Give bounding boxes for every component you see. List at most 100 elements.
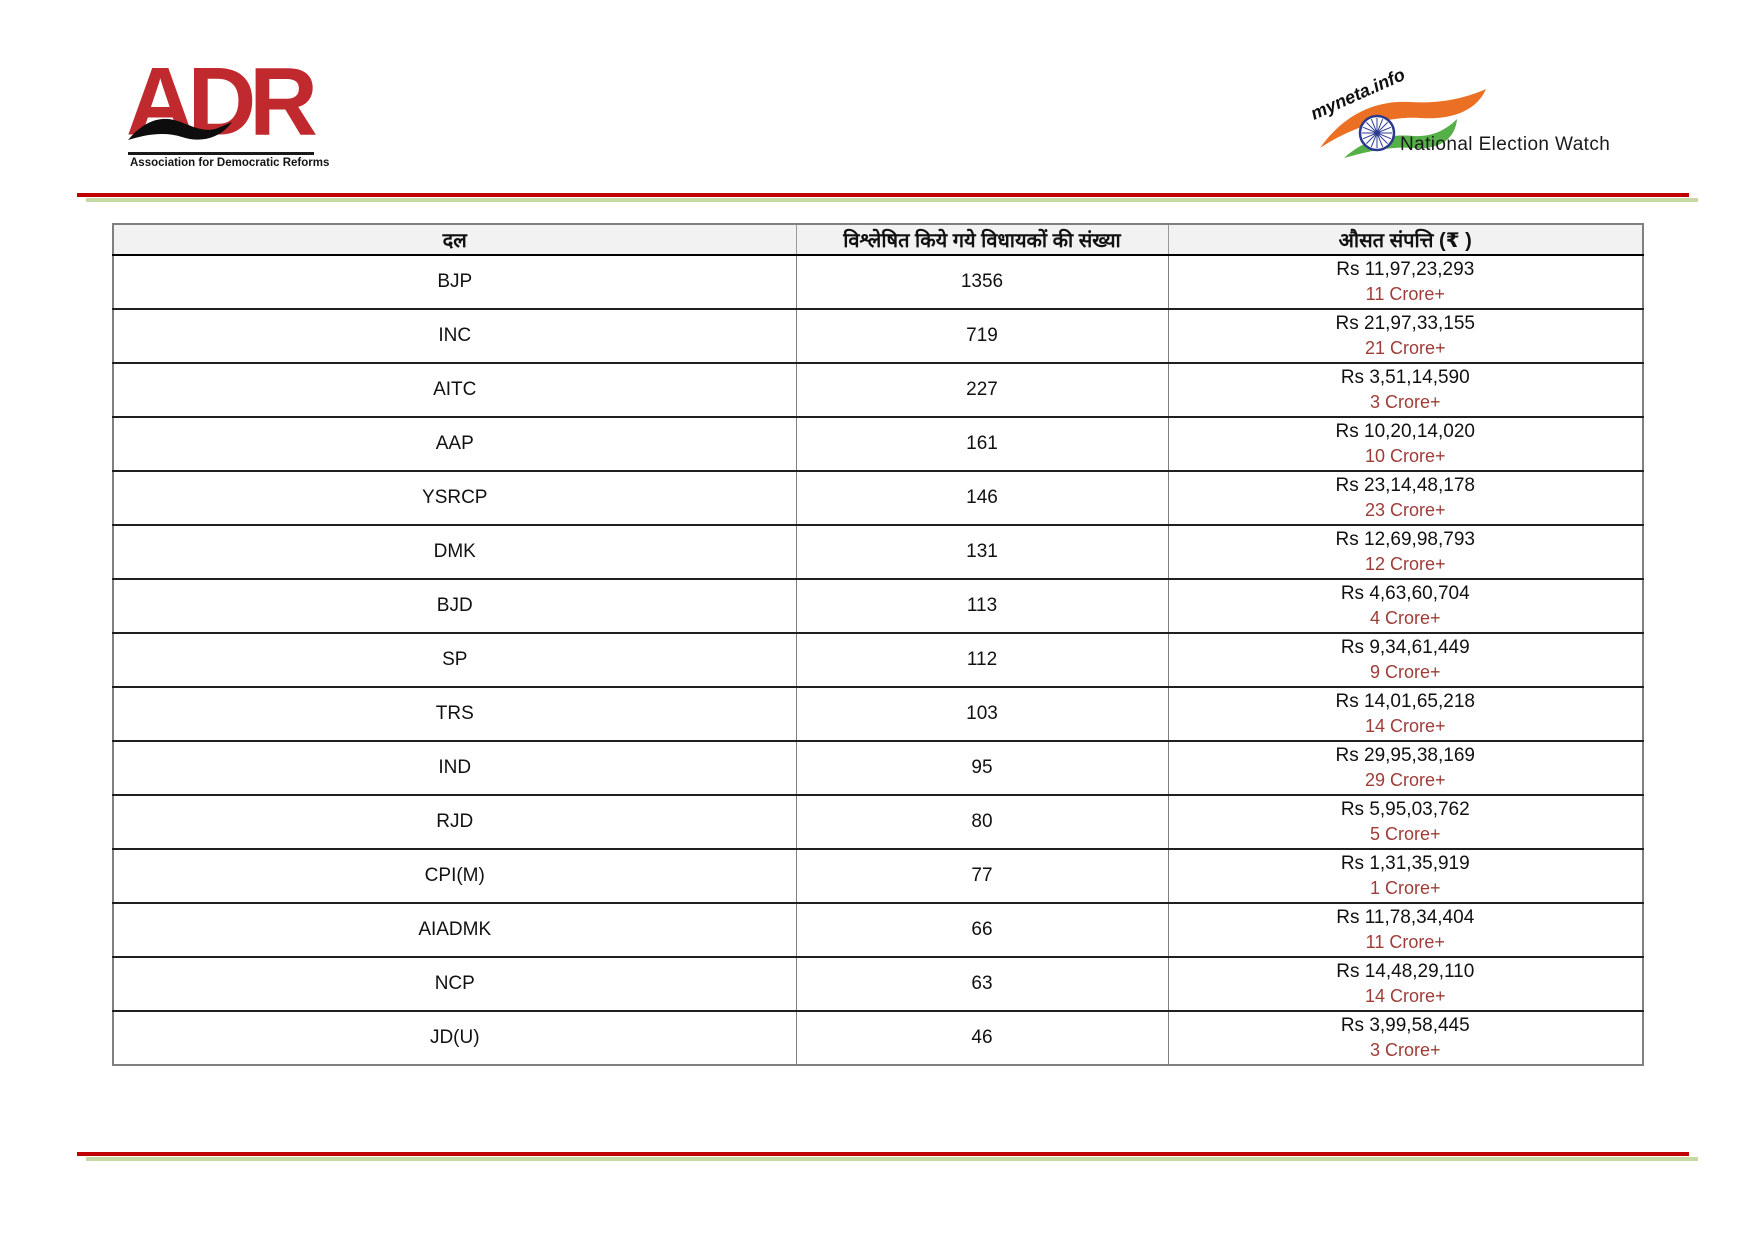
myneta-orange-swoosh [1320,89,1486,148]
party-cell: YSRCP [112,470,797,525]
assets-cell: Rs 3,99,58,445 3 Crore+ [1167,1010,1644,1065]
adr-logo-text: ADR [126,47,318,157]
adr-swoosh-icon [128,118,232,140]
table-row: INC 719 Rs 21,97,33,155 21 Crore+ [112,308,1644,363]
crore-label: 23 Crore+ [1364,499,1446,520]
column-header-avg-assets: औसत संपत्ति (₹ ) [1167,223,1644,256]
avg-assets-value: Rs 4,63,60,704 [1340,582,1470,604]
table-row: AITC 227 Rs 3,51,14,590 3 Crore+ [112,362,1644,417]
avg-assets-value: Rs 11,97,23,293 [1336,258,1475,280]
avg-assets-value: Rs 11,78,34,404 [1336,906,1475,928]
ashoka-chakra-icon [1358,114,1396,152]
mla-count-cell: 161 [795,416,1169,471]
assets-cell: Rs 11,78,34,404 11 Crore+ [1167,902,1644,957]
party-cell: NCP [112,956,797,1011]
assets-cell: Rs 5,95,03,762 5 Crore+ [1167,794,1644,849]
table-row: JD(U) 46 Rs 3,99,58,445 3 Crore+ [112,1010,1644,1065]
party-cell: CPI(M) [112,848,797,903]
table-body: BJP 1356 Rs 11,97,23,293 11 Crore+ INC 7… [112,255,1644,1065]
party-assets-table: दल विश्लेषित किये गये विधायकों की संख्या… [112,223,1644,1066]
crore-label: 11 Crore+ [1365,283,1445,304]
crore-label: 12 Crore+ [1364,553,1446,574]
table-row: RJD 80 Rs 5,95,03,762 5 Crore+ [112,794,1644,849]
assets-cell: Rs 3,51,14,590 3 Crore+ [1167,362,1644,417]
table-row: YSRCP 146 Rs 23,14,48,178 23 Crore+ [112,470,1644,525]
myneta-caption: National Election Watch [1400,134,1611,155]
top-divider-red-line [77,193,1689,197]
crore-label: 1 Crore+ [1369,877,1441,898]
mla-count-cell: 146 [795,470,1169,525]
column-header-party: दल [112,223,797,256]
avg-assets-value: Rs 3,99,58,445 [1340,1014,1470,1036]
crore-label: 9 Crore+ [1369,661,1441,682]
assets-cell: Rs 21,97,33,155 21 Crore+ [1167,308,1644,363]
table-row: TRS 103 Rs 14,01,65,218 14 Crore+ [112,686,1644,741]
bottom-divider-green-line [86,1157,1698,1161]
party-cell: SP [112,632,797,687]
mla-count-cell: 112 [795,632,1169,687]
party-cell: INC [112,308,797,363]
avg-assets-value: Rs 1,31,35,919 [1340,852,1470,874]
assets-cell: Rs 1,31,35,919 1 Crore+ [1167,848,1644,903]
assets-cell: Rs 14,01,65,218 14 Crore+ [1167,686,1644,741]
assets-cell: Rs 14,48,29,110 14 Crore+ [1167,956,1644,1011]
crore-label: 3 Crore+ [1369,1039,1441,1060]
table-row: DMK 131 Rs 12,69,98,793 12 Crore+ [112,524,1644,579]
avg-assets-value: Rs 23,14,48,178 [1335,474,1475,496]
crore-label: 14 Crore+ [1364,985,1446,1006]
mla-count-cell: 46 [795,1010,1169,1065]
party-cell: TRS [112,686,797,741]
bottom-divider-red-line [77,1152,1689,1156]
table-row: BJD 113 Rs 4,63,60,704 4 Crore+ [112,578,1644,633]
party-cell: AIADMK [112,902,797,957]
assets-cell: Rs 10,20,14,020 10 Crore+ [1167,416,1644,471]
table-row: NCP 63 Rs 14,48,29,110 14 Crore+ [112,956,1644,1011]
crore-label: 21 Crore+ [1364,337,1446,358]
mla-count-cell: 63 [795,956,1169,1011]
mla-count-cell: 113 [795,578,1169,633]
avg-assets-value: Rs 3,51,14,590 [1340,366,1470,388]
table-row: IND 95 Rs 29,95,38,169 29 Crore+ [112,740,1644,795]
assets-cell: Rs 4,63,60,704 4 Crore+ [1167,578,1644,633]
party-cell: IND [112,740,797,795]
party-cell: RJD [112,794,797,849]
crore-label: 3 Crore+ [1369,391,1441,412]
party-cell: JD(U) [112,1010,797,1065]
mla-count-cell: 66 [795,902,1169,957]
avg-assets-value: Rs 14,48,29,110 [1336,960,1475,982]
mla-count-cell: 1356 [795,255,1169,309]
mla-count-cell: 103 [795,686,1169,741]
mla-count-cell: 227 [795,362,1169,417]
adr-underline [128,152,314,155]
mla-count-cell: 131 [795,524,1169,579]
adr-logo: ADR Association for Democratic Reforms [112,47,342,170]
avg-assets-value: Rs 5,95,03,762 [1340,798,1470,820]
mla-count-cell: 80 [795,794,1169,849]
crore-label: 14 Crore+ [1364,715,1446,736]
assets-cell: Rs 23,14,48,178 23 Crore+ [1167,470,1644,525]
party-cell: BJP [112,255,797,309]
crore-label: 10 Crore+ [1364,445,1446,466]
table-row: SP 112 Rs 9,34,61,449 9 Crore+ [112,632,1644,687]
mla-count-cell: 95 [795,740,1169,795]
crore-label: 11 Crore+ [1365,931,1445,952]
assets-cell: Rs 11,97,23,293 11 Crore+ [1167,255,1644,309]
avg-assets-value: Rs 12,69,98,793 [1335,528,1475,550]
table-row: AAP 161 Rs 10,20,14,020 10 Crore+ [112,416,1644,471]
adr-tagline: Association for Democratic Reforms [130,157,330,169]
myneta-logo: myneta.info National Election Watch [1307,64,1654,170]
crore-label: 4 Crore+ [1369,607,1441,628]
crore-label: 5 Crore+ [1369,823,1441,844]
myneta-swoosh-icon: myneta.info [1307,64,1486,158]
table-row: BJP 1356 Rs 11,97,23,293 11 Crore+ [112,255,1644,309]
avg-assets-value: Rs 10,20,14,020 [1335,420,1475,442]
assets-cell: Rs 9,34,61,449 9 Crore+ [1167,632,1644,687]
table-row: CPI(M) 77 Rs 1,31,35,919 1 Crore+ [112,848,1644,903]
party-cell: BJD [112,578,797,633]
assets-cell: Rs 29,95,38,169 29 Crore+ [1167,740,1644,795]
avg-assets-value: Rs 14,01,65,218 [1335,690,1475,712]
column-header-mla-count: विश्लेषित किये गये विधायकों की संख्या [795,223,1169,256]
mla-count-cell: 77 [795,848,1169,903]
assets-cell: Rs 12,69,98,793 12 Crore+ [1167,524,1644,579]
